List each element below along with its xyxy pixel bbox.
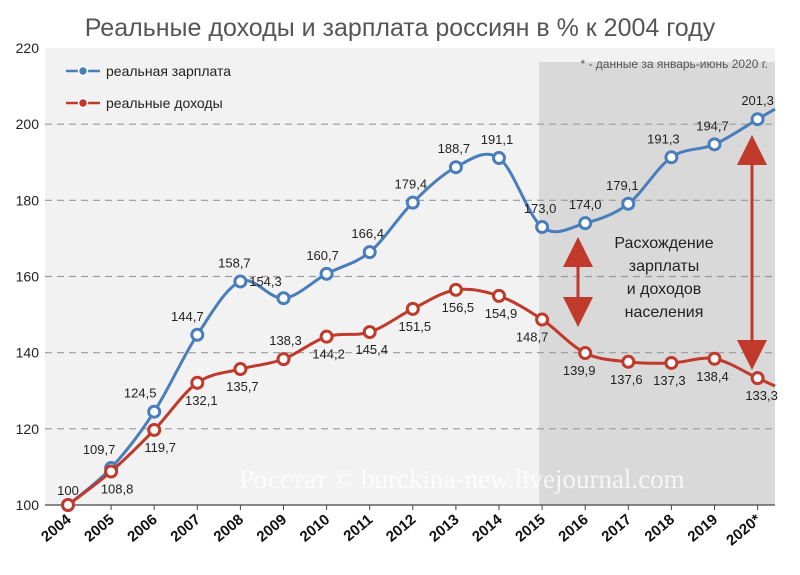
data-label: 145,4 [355, 342, 388, 357]
data-point [405, 301, 420, 316]
data-point [750, 371, 765, 386]
legend: реальная зарплата реальные доходы [66, 63, 231, 111]
data-point [707, 351, 722, 366]
data-label: 138,3 [269, 333, 302, 348]
data-label: 173,0 [524, 201, 557, 216]
annotation-line: зарплаты [629, 258, 700, 275]
divergence-annotation: Расхождение зарплаты и доходов населения [563, 135, 767, 370]
data-point [276, 291, 291, 306]
data-label: 124,5 [124, 386, 157, 401]
data-point [319, 329, 334, 344]
y-tick-label: 140 [16, 345, 40, 361]
data-label: 138,4 [696, 369, 729, 384]
legend-marker-income [77, 97, 89, 109]
data-label: 158,7 [218, 255, 251, 270]
data-label: 191,3 [647, 131, 680, 146]
data-label: 108,8 [101, 481, 134, 496]
data-point [362, 245, 377, 260]
data-point [190, 375, 205, 390]
data-label: 109,7 [83, 442, 116, 457]
y-tick-label: 200 [16, 116, 40, 132]
data-label: 188,7 [438, 141, 471, 156]
data-point [664, 150, 679, 165]
data-label: 179,4 [395, 177, 428, 192]
data-label: 154,9 [485, 306, 518, 321]
data-point [492, 288, 506, 303]
data-point [621, 354, 636, 369]
data-point [276, 352, 291, 367]
data-label: 135,7 [226, 379, 259, 394]
annotation-line: населения [625, 304, 704, 321]
data-label: 133,3 [745, 388, 778, 403]
data-label: 179,1 [606, 178, 639, 193]
data-label: 148,7 [516, 330, 549, 345]
data-point [535, 312, 550, 327]
data-point [405, 195, 420, 210]
chart-note: * - данные за январь-июнь 2020 г. [580, 57, 768, 71]
data-point [578, 216, 593, 231]
data-point [448, 160, 463, 175]
series-layer [61, 107, 776, 512]
data-point [362, 325, 377, 340]
data-label: 201,3 [741, 93, 774, 108]
data-label: 132,1 [185, 393, 218, 408]
y-tick-label: 180 [16, 192, 40, 208]
annotation-text: Расхождение зарплаты и доходов населения [614, 235, 713, 321]
data-point [104, 464, 119, 479]
data-point [621, 196, 636, 211]
annotation-line: и доходов [627, 281, 702, 298]
data-label: 194,7 [696, 118, 729, 133]
y-tick-label: 120 [16, 421, 40, 437]
data-point [190, 327, 205, 342]
data-label: 119,7 [144, 440, 176, 455]
annotation-line: Расхождение [614, 235, 713, 252]
data-label: 151,5 [399, 319, 432, 334]
data-point [578, 346, 593, 361]
y-tick-label: 220 [16, 40, 40, 56]
watermark: Росстат © burckina-new.livejournal.com [239, 464, 684, 494]
data-point [319, 266, 334, 281]
data-label: 174,0 [569, 197, 602, 212]
data-label: 137,3 [653, 373, 686, 388]
data-point [61, 498, 75, 512]
data-label: 156,5 [442, 300, 475, 315]
data-point [535, 219, 550, 234]
data-label: 100 [57, 483, 79, 498]
data-label: 160,7 [306, 248, 339, 263]
data-label: 144,7 [171, 309, 204, 324]
legend-label-income: реальные доходы [106, 95, 223, 111]
labels-layer: 100 109,7 124,5 144,7 158,7 154,3 160,7 166,4 17… [57, 93, 778, 498]
data-label: 137,6 [610, 372, 643, 387]
legend-marker-salary [77, 65, 89, 77]
data-point [448, 282, 463, 297]
data-label: 144,2 [312, 347, 345, 362]
data-point [707, 137, 722, 152]
data-point [664, 355, 679, 370]
data-label: 191,1 [481, 132, 514, 147]
data-point [147, 422, 162, 437]
data-point [750, 112, 765, 127]
data-label: 154,3 [249, 274, 282, 289]
legend-label-salary: реальная зарплата [106, 63, 231, 79]
data-point [492, 151, 506, 166]
y-tick-label: 100 [16, 497, 40, 513]
y-tick-label: 160 [16, 269, 40, 285]
data-point [233, 362, 248, 377]
data-point [233, 274, 248, 289]
data-point [147, 404, 162, 419]
data-label: 166,4 [351, 226, 384, 241]
chart-title: Реальные доходы и зарплата россиян в % к… [85, 14, 716, 42]
data-label: 139,9 [563, 363, 596, 378]
